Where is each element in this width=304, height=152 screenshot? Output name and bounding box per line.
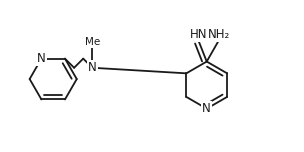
Text: Me: Me bbox=[85, 37, 100, 47]
Text: N: N bbox=[88, 61, 97, 74]
Text: N: N bbox=[202, 102, 211, 115]
Text: NH₂: NH₂ bbox=[208, 28, 230, 41]
Text: HN: HN bbox=[190, 28, 207, 41]
Text: N: N bbox=[37, 52, 46, 65]
